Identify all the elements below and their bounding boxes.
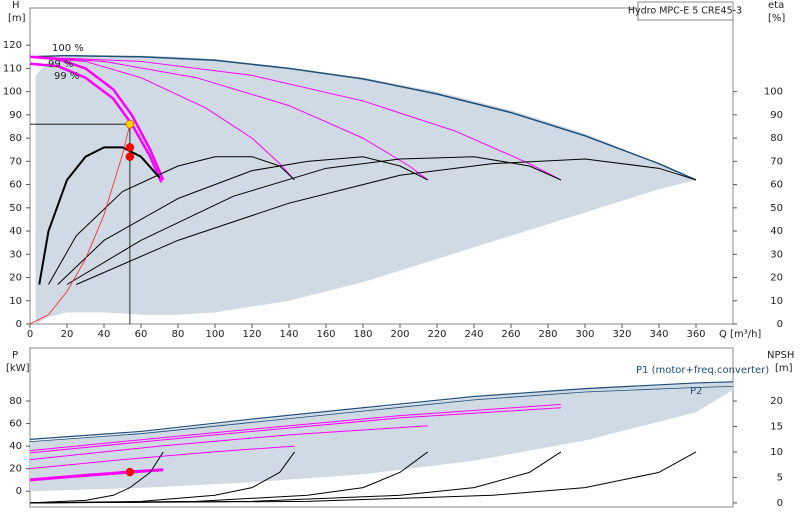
annotation: 99 % — [54, 71, 79, 82]
curve — [30, 468, 164, 482]
plot — [30, 54, 697, 324]
x-tick-label: 80 — [172, 329, 185, 340]
y2-tick-label: 20 — [770, 396, 783, 407]
x-tick-label: 340 — [649, 329, 668, 340]
x-tick-label: 40 — [98, 329, 111, 340]
y2-tick-label: 70 — [770, 156, 783, 167]
x-tick-label: 300 — [575, 329, 594, 340]
axis-label: [%] — [768, 13, 785, 24]
y-tick-label: 100 — [3, 87, 22, 98]
y2-tick-label: 0 — [777, 498, 783, 509]
curve — [30, 62, 163, 183]
duty-point — [125, 152, 135, 161]
curve — [30, 425, 428, 461]
y2-tick-label: 60 — [770, 180, 783, 191]
y-tick-label: 0 — [16, 319, 22, 330]
duty-point — [125, 119, 135, 129]
x-tick-label: 120 — [242, 329, 261, 340]
y-tick-label: 20 — [9, 464, 22, 475]
curve — [30, 55, 165, 181]
curve — [30, 56, 295, 181]
x-tick-label: 220 — [427, 329, 446, 340]
axis-label: eta — [768, 0, 784, 11]
curve — [30, 445, 295, 470]
y-tick-label: 80 — [9, 133, 22, 144]
duty-point — [125, 467, 135, 477]
operating-area — [35, 55, 697, 324]
y2-tick-label: 20 — [770, 273, 783, 284]
y2-tick-label: 10 — [770, 447, 783, 458]
x-tick-label: 240 — [464, 329, 483, 340]
curve — [30, 56, 429, 181]
curve — [48, 156, 295, 285]
y2-tick-label: 0 — [777, 319, 783, 330]
curve — [57, 156, 428, 285]
y-tick-label: 60 — [9, 419, 22, 430]
chart-title: Hydro MPC-E 5 CRE45-3 — [628, 6, 742, 17]
curve — [76, 158, 697, 285]
curve — [30, 407, 561, 454]
axis-label: H — [12, 0, 20, 11]
annotation: 100 % — [52, 43, 84, 54]
y-tick-label: 20 — [9, 273, 22, 284]
x-tick-label: 20 — [61, 329, 74, 340]
curve — [30, 403, 561, 452]
y2-tick-label: 15 — [770, 421, 783, 432]
y-tick-label: 10 — [9, 296, 22, 307]
curve-label: P1 (motor+freq.converter) — [636, 365, 769, 376]
y2-tick-label: 40 — [770, 226, 783, 237]
plot — [30, 381, 733, 504]
y2-tick-label: 10 — [770, 296, 783, 307]
y-tick-label: 30 — [9, 249, 22, 260]
operating-area — [30, 381, 733, 492]
y2-tick-label: 100 — [764, 87, 783, 98]
y-tick-label: 120 — [3, 40, 22, 51]
curve — [30, 385, 733, 442]
x-tick-label: 60 — [135, 329, 148, 340]
y2-tick-label: 5 — [777, 472, 783, 483]
duty-point — [125, 143, 135, 152]
y-tick-label: 90 — [9, 110, 22, 121]
curve — [30, 381, 733, 440]
y-tick-label: 40 — [9, 441, 22, 452]
y2-tick-label: 30 — [770, 249, 783, 260]
y2-tick-label: 80 — [770, 133, 783, 144]
curve-label: P2 — [690, 386, 702, 397]
x-tick-label: 260 — [501, 329, 520, 340]
curve — [38, 146, 161, 285]
x-tick-label: 0 — [27, 329, 33, 340]
y-tick-label: 50 — [9, 203, 22, 214]
curve — [30, 54, 697, 181]
y-tick-label: 40 — [9, 226, 22, 237]
x-tick-label: 280 — [538, 329, 557, 340]
curve — [30, 124, 131, 324]
axis-label: [m] — [775, 363, 793, 374]
axis-label: P — [12, 350, 18, 361]
y-tick-label: 80 — [9, 396, 22, 407]
annotation: 99 % — [48, 59, 73, 70]
x-tick-label: 180 — [353, 329, 372, 340]
x-tick-label: 160 — [316, 329, 335, 340]
x-tick-label: 200 — [390, 329, 409, 340]
title-box — [637, 1, 734, 21]
axis-label: [kW] — [6, 363, 30, 374]
axis-label: [m] — [8, 13, 26, 24]
x-tick-label: 140 — [279, 329, 298, 340]
y2-tick-label: 90 — [770, 110, 783, 121]
x-tick-label: 100 — [205, 329, 224, 340]
y-tick-label: 60 — [9, 180, 22, 191]
curve — [66, 156, 562, 285]
curve — [30, 56, 562, 181]
curve — [30, 451, 697, 504]
curve — [30, 451, 164, 504]
y-tick-label: 0 — [16, 486, 22, 497]
x-tick-label: 320 — [612, 329, 631, 340]
axis-label: NPSH — [767, 350, 794, 361]
x-tick-label: 360 — [686, 329, 705, 340]
y-tick-label: 110 — [3, 63, 22, 74]
y2-tick-label: 50 — [770, 203, 783, 214]
x-axis-label: Q [m³/h] — [719, 329, 761, 340]
y-tick-label: 70 — [9, 156, 22, 167]
